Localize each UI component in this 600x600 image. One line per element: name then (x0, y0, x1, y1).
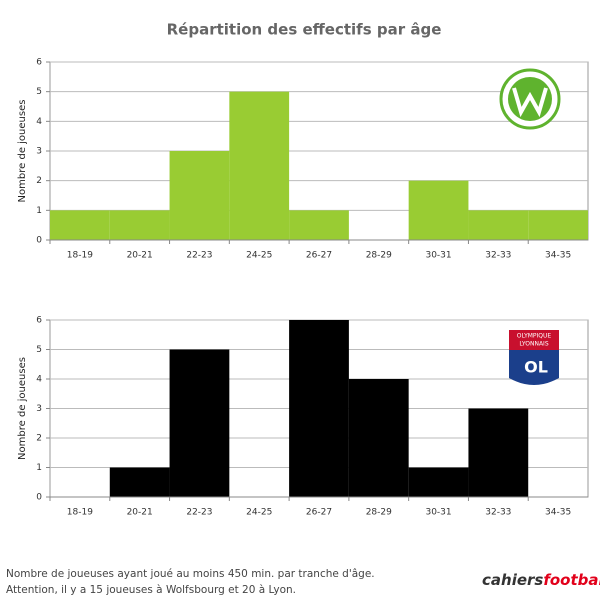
footer-note: Nombre de joueuses ayant joué au moins 4… (6, 568, 375, 580)
x-tick-label: 26-27 (306, 508, 332, 518)
bar (50, 210, 110, 240)
bar (408, 467, 469, 497)
bar (528, 210, 588, 240)
y-tick-label: 2 (36, 434, 42, 444)
x-tick-label: 32-33 (485, 508, 511, 518)
x-tick-label: 30-31 (425, 251, 451, 261)
x-tick-label: 34-35 (545, 508, 571, 518)
x-tick-label: 22-23 (186, 508, 212, 518)
footer-note: Attention, il y a 15 joueuses à Wolfsbou… (6, 584, 296, 596)
x-tick-label: 20-21 (127, 251, 153, 261)
y-tick-label: 5 (36, 345, 42, 355)
y-axis-label: Nombre de joueuses (17, 357, 28, 460)
x-tick-label: 18-19 (67, 251, 93, 261)
bar (109, 467, 170, 497)
logo-text: LYONNAIS (519, 341, 548, 348)
x-tick-label: 22-23 (186, 251, 212, 261)
y-tick-label: 1 (36, 463, 42, 473)
x-tick-label: 18-19 (67, 508, 93, 518)
bar (468, 408, 529, 497)
x-tick-label: 32-33 (485, 251, 511, 261)
y-tick-label: 3 (36, 404, 42, 414)
bar (229, 91, 290, 241)
logo-text: OLYMPIQUE (517, 333, 552, 340)
y-tick-label: 0 (36, 493, 42, 503)
bar (169, 349, 230, 497)
x-tick-label: 20-21 (127, 508, 153, 518)
bar (348, 379, 409, 497)
x-tick-label: 24-25 (246, 251, 272, 261)
brand: cahiersfootball (482, 571, 600, 589)
x-tick-label: 34-35 (545, 251, 571, 261)
bar (468, 210, 529, 240)
y-tick-label: 2 (36, 176, 42, 186)
brand-part: football (543, 571, 600, 589)
bar (109, 210, 170, 240)
y-tick-label: 5 (36, 87, 42, 97)
y-tick-label: 6 (36, 316, 42, 326)
y-tick-label: 4 (36, 375, 42, 385)
y-tick-label: 6 (36, 58, 42, 68)
y-tick-label: 0 (36, 236, 42, 246)
x-tick-label: 26-27 (306, 251, 332, 261)
bar (289, 320, 349, 497)
x-tick-label: 28-29 (366, 508, 392, 518)
x-tick-label: 28-29 (366, 251, 392, 261)
logo-text: OL (524, 358, 548, 377)
x-tick-label: 30-31 (425, 508, 451, 518)
brand-part: cahiers (482, 571, 543, 589)
y-tick-label: 3 (36, 147, 42, 157)
x-tick-label: 24-25 (246, 508, 272, 518)
bar (169, 151, 230, 240)
y-tick-label: 4 (36, 117, 42, 127)
bar (408, 180, 469, 240)
page-title: Répartition des effectifs par âge (167, 21, 442, 39)
y-axis-label: Nombre de joueuses (17, 100, 28, 203)
y-tick-label: 1 (36, 206, 42, 216)
lyon-logo: OLYMPIQUE LYONNAIS OL (509, 330, 559, 385)
bar (289, 210, 349, 240)
wolfsburg-logo (499, 68, 561, 130)
